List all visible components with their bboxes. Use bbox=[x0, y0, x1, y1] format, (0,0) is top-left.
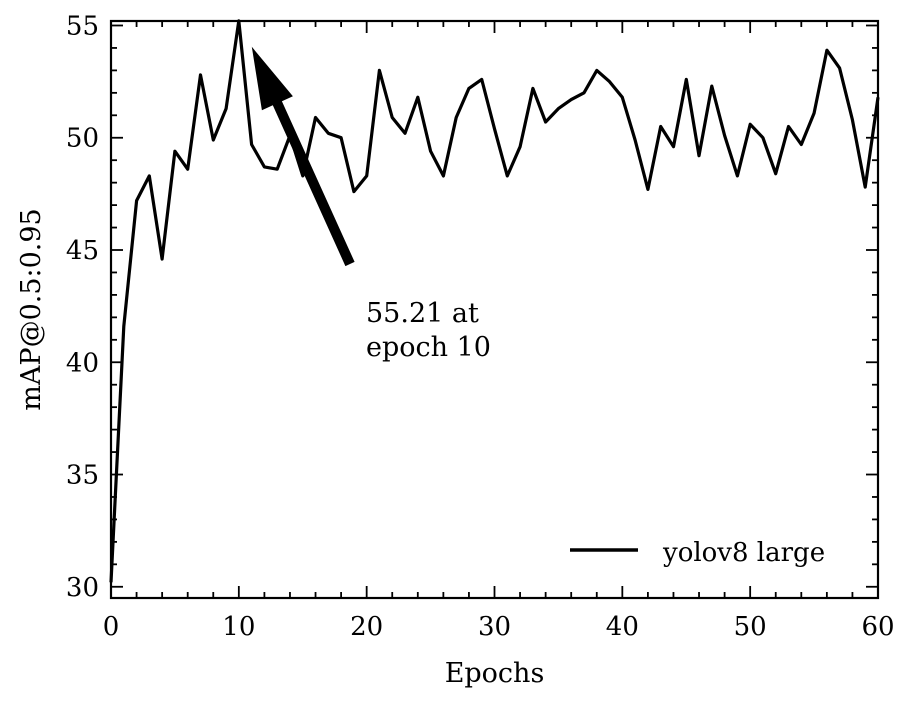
x-tick-label: 0 bbox=[103, 612, 120, 642]
x-tick-labels: 0 10 20 30 40 50 60 bbox=[103, 612, 895, 642]
x-tick-label: 10 bbox=[222, 612, 255, 642]
x-tick-label: 20 bbox=[350, 612, 383, 642]
series-line-0 bbox=[109, 19, 880, 583]
y-tick-label: 40 bbox=[66, 348, 99, 378]
annotation-text: 55.21 at epoch 10 bbox=[366, 298, 491, 363]
y-tick-label: 35 bbox=[66, 461, 99, 491]
x-axis-label: Epochs bbox=[445, 658, 545, 689]
annotation-arrow bbox=[251, 46, 355, 267]
series-lines bbox=[109, 19, 880, 583]
y-tick-label: 50 bbox=[66, 124, 99, 154]
y-tick-label: 45 bbox=[66, 236, 99, 266]
y-axis-label: mAP@0.5:0.95 bbox=[16, 208, 47, 410]
x-tick-label: 30 bbox=[478, 612, 511, 642]
y-tick-labels: 30 35 40 45 50 55 bbox=[66, 11, 99, 602]
y-tick-label: 30 bbox=[66, 573, 99, 603]
plot-frame bbox=[109, 19, 880, 600]
x-tick-label: 50 bbox=[734, 612, 767, 642]
annotation-line-2: epoch 10 bbox=[366, 332, 491, 363]
annotation: 55.21 at epoch 10 bbox=[251, 46, 491, 363]
legend: yolov8 large bbox=[570, 538, 825, 568]
legend-label: yolov8 large bbox=[662, 538, 825, 568]
x-tick-label: 40 bbox=[606, 612, 639, 642]
x-tick-label: 60 bbox=[861, 612, 894, 642]
y-tick-label: 55 bbox=[66, 11, 99, 41]
annotation-line-1: 55.21 at bbox=[366, 298, 479, 329]
